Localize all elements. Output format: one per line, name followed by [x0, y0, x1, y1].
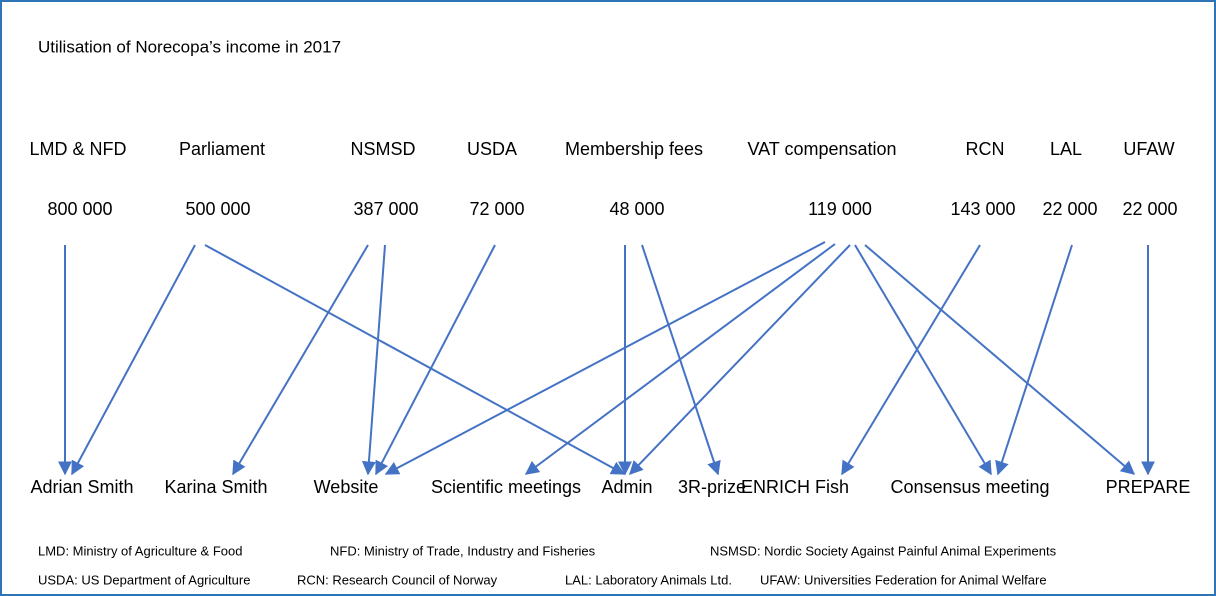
source-name: NSMSD — [350, 139, 415, 159]
legend-item: NFD: Ministry of Trade, Industry and Fis… — [330, 543, 596, 558]
source-amount: 22 000 — [1042, 199, 1097, 219]
arrow — [384, 241, 826, 475]
arrow — [995, 244, 1073, 476]
source-name: VAT compensation — [747, 139, 896, 159]
source-name: Membership fees — [565, 139, 703, 159]
source-amount: 500 000 — [185, 199, 250, 219]
legend-item: LAL: Laboratory Animals Ltd. — [565, 572, 732, 587]
source-amount: 72 000 — [469, 199, 524, 219]
arrow — [71, 244, 196, 476]
target: Admin — [601, 477, 652, 497]
arrows — [58, 241, 1155, 476]
source-amount: 119 000 — [808, 199, 872, 219]
source-name: LAL — [1050, 139, 1082, 159]
legend-item: USDA: US Department of Agriculture — [38, 572, 250, 587]
arrow — [854, 244, 992, 476]
arrow — [375, 244, 496, 476]
source-name: USDA — [467, 139, 517, 159]
legend-item: RCN: Research Council of Norway — [297, 572, 498, 587]
target: Adrian Smith — [30, 477, 133, 497]
source-amount: 143 000 — [950, 199, 1015, 219]
source-amount: 387 000 — [353, 199, 418, 219]
arrow — [232, 244, 369, 476]
arrow — [524, 243, 836, 475]
target: PREPARE — [1106, 477, 1191, 497]
target: Scientific meetings — [431, 477, 581, 497]
target: 3R-prize — [678, 477, 746, 497]
source-amount: 800 000 — [47, 199, 112, 219]
source-amount: 22 000 — [1122, 199, 1177, 219]
target: ENRICH Fish — [741, 477, 849, 497]
source-name: UFAW — [1123, 139, 1174, 159]
legend-item: LMD: Ministry of Agriculture & Food — [38, 543, 242, 558]
source-name: LMD & NFD — [29, 139, 126, 159]
source-name: Parliament — [179, 139, 265, 159]
arrow — [841, 244, 981, 476]
legend-item: NSMSD: Nordic Society Against Painful An… — [710, 543, 1057, 558]
title: Utilisation of Norecopa’s income in 2017 — [38, 37, 341, 56]
arrow — [629, 244, 851, 476]
arrow — [361, 244, 386, 476]
legend-item: UFAW: Universities Federation for Animal… — [760, 572, 1047, 587]
target: Karina Smith — [164, 477, 267, 497]
target: Consensus meeting — [890, 477, 1049, 497]
arrow — [864, 244, 1136, 475]
source-amount: 48 000 — [609, 199, 664, 219]
arrow — [204, 244, 626, 475]
target: Website — [314, 477, 379, 497]
source-name: RCN — [966, 139, 1005, 159]
